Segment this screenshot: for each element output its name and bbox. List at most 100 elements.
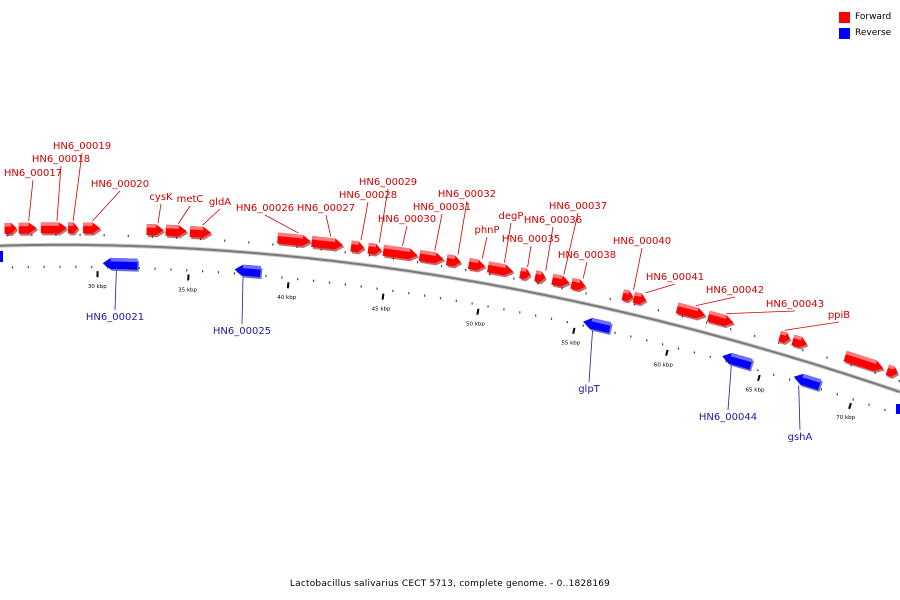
reverse-label-leader [798, 385, 801, 431]
forward-label-leader [563, 212, 579, 275]
forward-label-leader [784, 321, 840, 331]
forward-gene-label: HN6_00037 [549, 201, 607, 212]
legend-label-reverse: Reverse [855, 28, 892, 38]
minor-tick [646, 339, 648, 342]
forward-gene-arrow-highlight [165, 224, 180, 229]
minor-tick [392, 289, 394, 292]
reverse-gene-label: glpT [578, 384, 600, 395]
forward-gene-arrow-highlight [572, 277, 581, 283]
major-tick [381, 293, 385, 300]
forward-label-leader [72, 152, 83, 221]
minor-tick [519, 311, 521, 314]
tick-label: 35 kbp [178, 287, 197, 293]
forward-gene-arrow-highlight [469, 258, 479, 264]
reverse-label-leader [241, 277, 244, 325]
minor-tick [820, 388, 823, 391]
tick-label: 40 kbp [277, 295, 296, 301]
minor-tick [233, 272, 235, 275]
reverse-label-leader [588, 330, 593, 383]
reverse-gene-label: HN6_00044 [699, 412, 757, 423]
minor-tick [202, 270, 204, 273]
minor-tick [802, 349, 804, 352]
forward-label-leader [264, 214, 299, 234]
minor-tick [609, 297, 611, 300]
minor-tick [789, 378, 791, 381]
minor-tick [535, 314, 537, 317]
tick-label: 55 kbp [561, 340, 580, 346]
minor-tick [440, 264, 443, 268]
forward-gene-label: HN6_00042 [706, 285, 764, 296]
forward-gene-arrow-highlight [677, 302, 699, 312]
reverse-gene-arrow-partial [0, 251, 3, 262]
forward-gene-arrow-highlight [83, 222, 93, 227]
tick-label: 45 kbp [372, 307, 391, 313]
minor-tick [730, 328, 732, 331]
forward-swatch-icon [839, 11, 850, 23]
minor-tick [455, 299, 457, 302]
minor-tick [31, 233, 33, 237]
forward-gene-arrow-highlight [4, 222, 12, 227]
forward-gene-arrow-highlight [383, 244, 411, 252]
forward-label-leader [202, 208, 221, 226]
minor-tick [471, 302, 473, 305]
minor-tick [465, 268, 467, 272]
minor-tick [709, 355, 711, 358]
forward-label-leader [527, 245, 532, 268]
forward-gene-label: HN6_00020 [91, 179, 149, 190]
forward-label-leader [481, 236, 488, 259]
minor-tick [281, 276, 283, 279]
forward-gene-label: HN6_00036 [524, 215, 582, 226]
minor-tick [773, 373, 775, 376]
forward-gene-arrow-highlight [351, 240, 359, 245]
forward-gene-arrow-highlight [68, 222, 74, 226]
tick-label: 50 kbp [466, 322, 485, 328]
minor-tick [138, 267, 140, 270]
forward-label-leader [177, 205, 191, 225]
minor-tick [186, 269, 188, 272]
forward-gene-label: HN6_00043 [766, 299, 824, 310]
forward-gene-label: HN6_00032 [438, 189, 496, 200]
forward-gene-arrow-highlight [845, 350, 877, 364]
forward-label-leader [726, 310, 796, 315]
minor-tick [344, 283, 346, 286]
minor-tick [757, 369, 759, 372]
forward-label-leader [633, 247, 643, 291]
forward-gene-label: metC [177, 194, 204, 205]
forward-gene-label: HN6_00031 [413, 202, 471, 213]
minor-tick [416, 261, 419, 264]
minor-tick [585, 292, 587, 295]
minor-tick [487, 305, 489, 308]
minor-tick [75, 265, 77, 268]
forward-gene-label: HN6_00040 [613, 236, 671, 247]
forward-label-leader [28, 179, 34, 222]
major-tick [572, 327, 576, 334]
forward-label-leader [695, 296, 736, 306]
forward-gene-arrow-highlight [312, 236, 336, 243]
minor-tick [312, 279, 315, 282]
major-tick [286, 282, 290, 289]
minor-tick [217, 271, 220, 274]
minor-tick [693, 351, 695, 354]
genome-backbone [0, 243, 900, 393]
minor-tick [376, 287, 378, 290]
forward-label-leader [402, 225, 408, 246]
forward-gene-label: gldA [209, 197, 231, 208]
reverse-label-leader [114, 270, 117, 311]
forward-label-leader [157, 203, 162, 223]
forward-gene-label: HN6_00035 [502, 234, 560, 245]
legend: Forward Reverse [839, 9, 897, 41]
forward-label-leader [545, 226, 554, 271]
forward-gene-arrow-highlight [708, 310, 727, 319]
forward-gene-label: HN6_00028 [339, 190, 397, 201]
major-tick [848, 402, 852, 410]
forward-label-leader [457, 200, 468, 255]
tick-label: 60 kbp [654, 362, 673, 368]
minor-tick [408, 292, 410, 295]
reverse-gene-label: gshA [788, 432, 813, 443]
minor-tick [79, 233, 81, 236]
minor-tick [439, 297, 442, 300]
forward-label-leader [503, 222, 512, 263]
minor-tick [754, 334, 756, 338]
